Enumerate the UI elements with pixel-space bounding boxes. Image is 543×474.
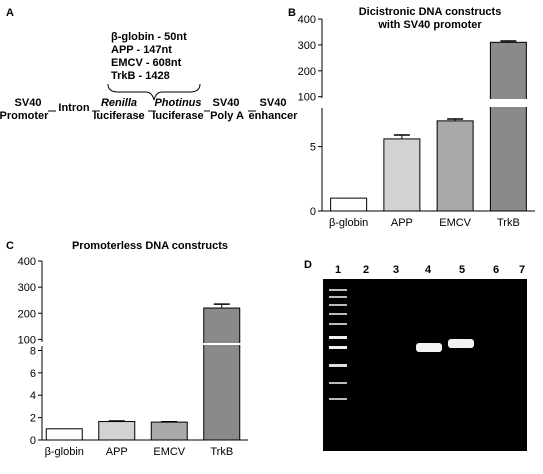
- element: Photinus: [154, 97, 201, 109]
- y-tick-label: 400: [18, 256, 36, 268]
- panel-label: C: [6, 240, 14, 252]
- x-tick-label: EMCV: [439, 217, 471, 229]
- x-tick-label: TrkB: [210, 446, 233, 458]
- bar: [383, 138, 421, 212]
- insert-label: EMCV - 608nt: [111, 57, 182, 69]
- x-tick-label: EMCV: [153, 446, 185, 458]
- lane-label: 6: [493, 264, 499, 276]
- y-tick-label: 200: [18, 308, 36, 320]
- chart-title: with SV40 promoter: [377, 19, 482, 31]
- bar: [45, 428, 83, 441]
- band: [416, 343, 442, 352]
- element: luciferase: [93, 110, 144, 122]
- y-tick-label: 200: [298, 66, 316, 78]
- element: Intron: [58, 102, 89, 114]
- insert-label: TrkB - 1428: [111, 70, 170, 82]
- element: luciferase: [152, 110, 203, 122]
- y-tick-label: 5: [310, 142, 316, 154]
- lane-label: 1: [335, 264, 341, 276]
- y-tick-label: 100: [18, 334, 36, 346]
- axis-break: [43, 343, 249, 345]
- bar: [98, 421, 136, 441]
- y-tick-label: 4: [30, 390, 36, 402]
- chart-title: Dicistronic DNA constructs: [359, 6, 502, 18]
- x-tick-label: TrkB: [497, 217, 520, 229]
- element: enhancer: [249, 110, 299, 122]
- y-tick-label: 8: [30, 345, 36, 357]
- y-tick-label: 100: [298, 92, 316, 104]
- y-tick-label: 6: [30, 368, 36, 380]
- panel-label: B: [288, 7, 296, 19]
- ladder: [329, 289, 347, 400]
- band: [448, 339, 474, 348]
- x-tick-label: β-globin: [45, 446, 84, 458]
- lane-label: 4: [425, 264, 432, 276]
- y-tick-label: 400: [298, 14, 316, 26]
- lane-label: 7: [519, 264, 525, 276]
- insert-label: APP - 147nt: [111, 44, 172, 56]
- chart-title: Promoterless DNA constructs: [72, 240, 228, 252]
- gel-image: [323, 279, 527, 451]
- insert-label: β-globin - 50nt: [111, 31, 187, 43]
- brace: [107, 83, 201, 101]
- element: Promoter: [0, 110, 49, 122]
- bar: [436, 120, 474, 212]
- x-tick-label: APP: [391, 217, 413, 229]
- y-tick-label: 300: [298, 40, 316, 52]
- element: Poly A: [210, 110, 244, 122]
- y-tick-label: 0: [30, 435, 36, 447]
- x-tick-label: β-globin: [329, 217, 368, 229]
- bar: [489, 41, 527, 212]
- lane-label: 2: [363, 264, 369, 276]
- element: SV40: [260, 97, 287, 109]
- element: Renilla: [101, 97, 137, 109]
- axis-break: [323, 99, 536, 107]
- bar: [203, 307, 241, 441]
- x-tick-label: APP: [106, 446, 128, 458]
- lane-label: 5: [459, 264, 465, 276]
- lane-label: 3: [393, 264, 399, 276]
- bar: [330, 197, 368, 212]
- y-tick-label: 0: [310, 206, 316, 218]
- element: SV40: [15, 97, 42, 109]
- element: SV40: [213, 97, 240, 109]
- y-tick-label: 2: [30, 413, 36, 425]
- construct-diagram: β-globin - 50nt APP - 147nt EMCV - 608nt…: [0, 31, 298, 122]
- panel-label: A: [6, 7, 14, 19]
- panel-label: D: [304, 259, 312, 271]
- y-tick-label: 300: [18, 282, 36, 294]
- bar: [150, 421, 188, 441]
- gel: [323, 279, 527, 451]
